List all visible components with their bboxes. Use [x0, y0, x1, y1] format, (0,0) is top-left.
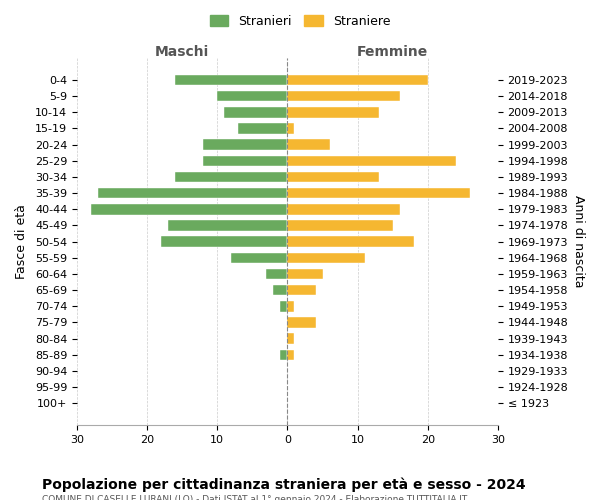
Text: COMUNE DI CASELLE LURANI (LO) - Dati ISTAT al 1° gennaio 2024 - Elaborazione TUT: COMUNE DI CASELLE LURANI (LO) - Dati IST… [42, 495, 467, 500]
Bar [203, 156, 287, 166]
Bar [280, 301, 287, 312]
Bar [287, 317, 316, 328]
Text: Popolazione per cittadinanza straniera per età e sesso - 2024: Popolazione per cittadinanza straniera p… [42, 478, 526, 492]
Bar [266, 268, 287, 279]
Bar [287, 140, 329, 150]
Y-axis label: Anni di nascita: Anni di nascita [572, 196, 585, 288]
Bar [224, 107, 287, 118]
Bar [287, 204, 400, 214]
Legend: Stranieri, Straniere: Stranieri, Straniere [206, 11, 394, 32]
Bar [287, 301, 295, 312]
Bar [168, 220, 287, 230]
Bar [287, 220, 392, 230]
Bar [161, 236, 287, 247]
Y-axis label: Fasce di età: Fasce di età [15, 204, 28, 279]
Bar [280, 350, 287, 360]
Bar [175, 172, 287, 182]
Bar [98, 188, 287, 198]
Bar [217, 91, 287, 102]
Bar [287, 74, 428, 85]
Bar [287, 123, 295, 134]
Bar [287, 172, 379, 182]
Bar [287, 188, 470, 198]
Bar [287, 350, 295, 360]
Bar [274, 285, 287, 296]
Bar [91, 204, 287, 214]
Bar [287, 107, 379, 118]
Bar [287, 268, 323, 279]
Bar [232, 252, 287, 263]
Text: Femmine: Femmine [357, 45, 428, 59]
Bar [287, 156, 456, 166]
Bar [287, 334, 295, 344]
Bar [175, 74, 287, 85]
Bar [203, 140, 287, 150]
Bar [287, 252, 365, 263]
Bar [238, 123, 287, 134]
Bar [287, 236, 413, 247]
Text: Maschi: Maschi [155, 45, 209, 59]
Bar [287, 285, 316, 296]
Bar [287, 91, 400, 102]
